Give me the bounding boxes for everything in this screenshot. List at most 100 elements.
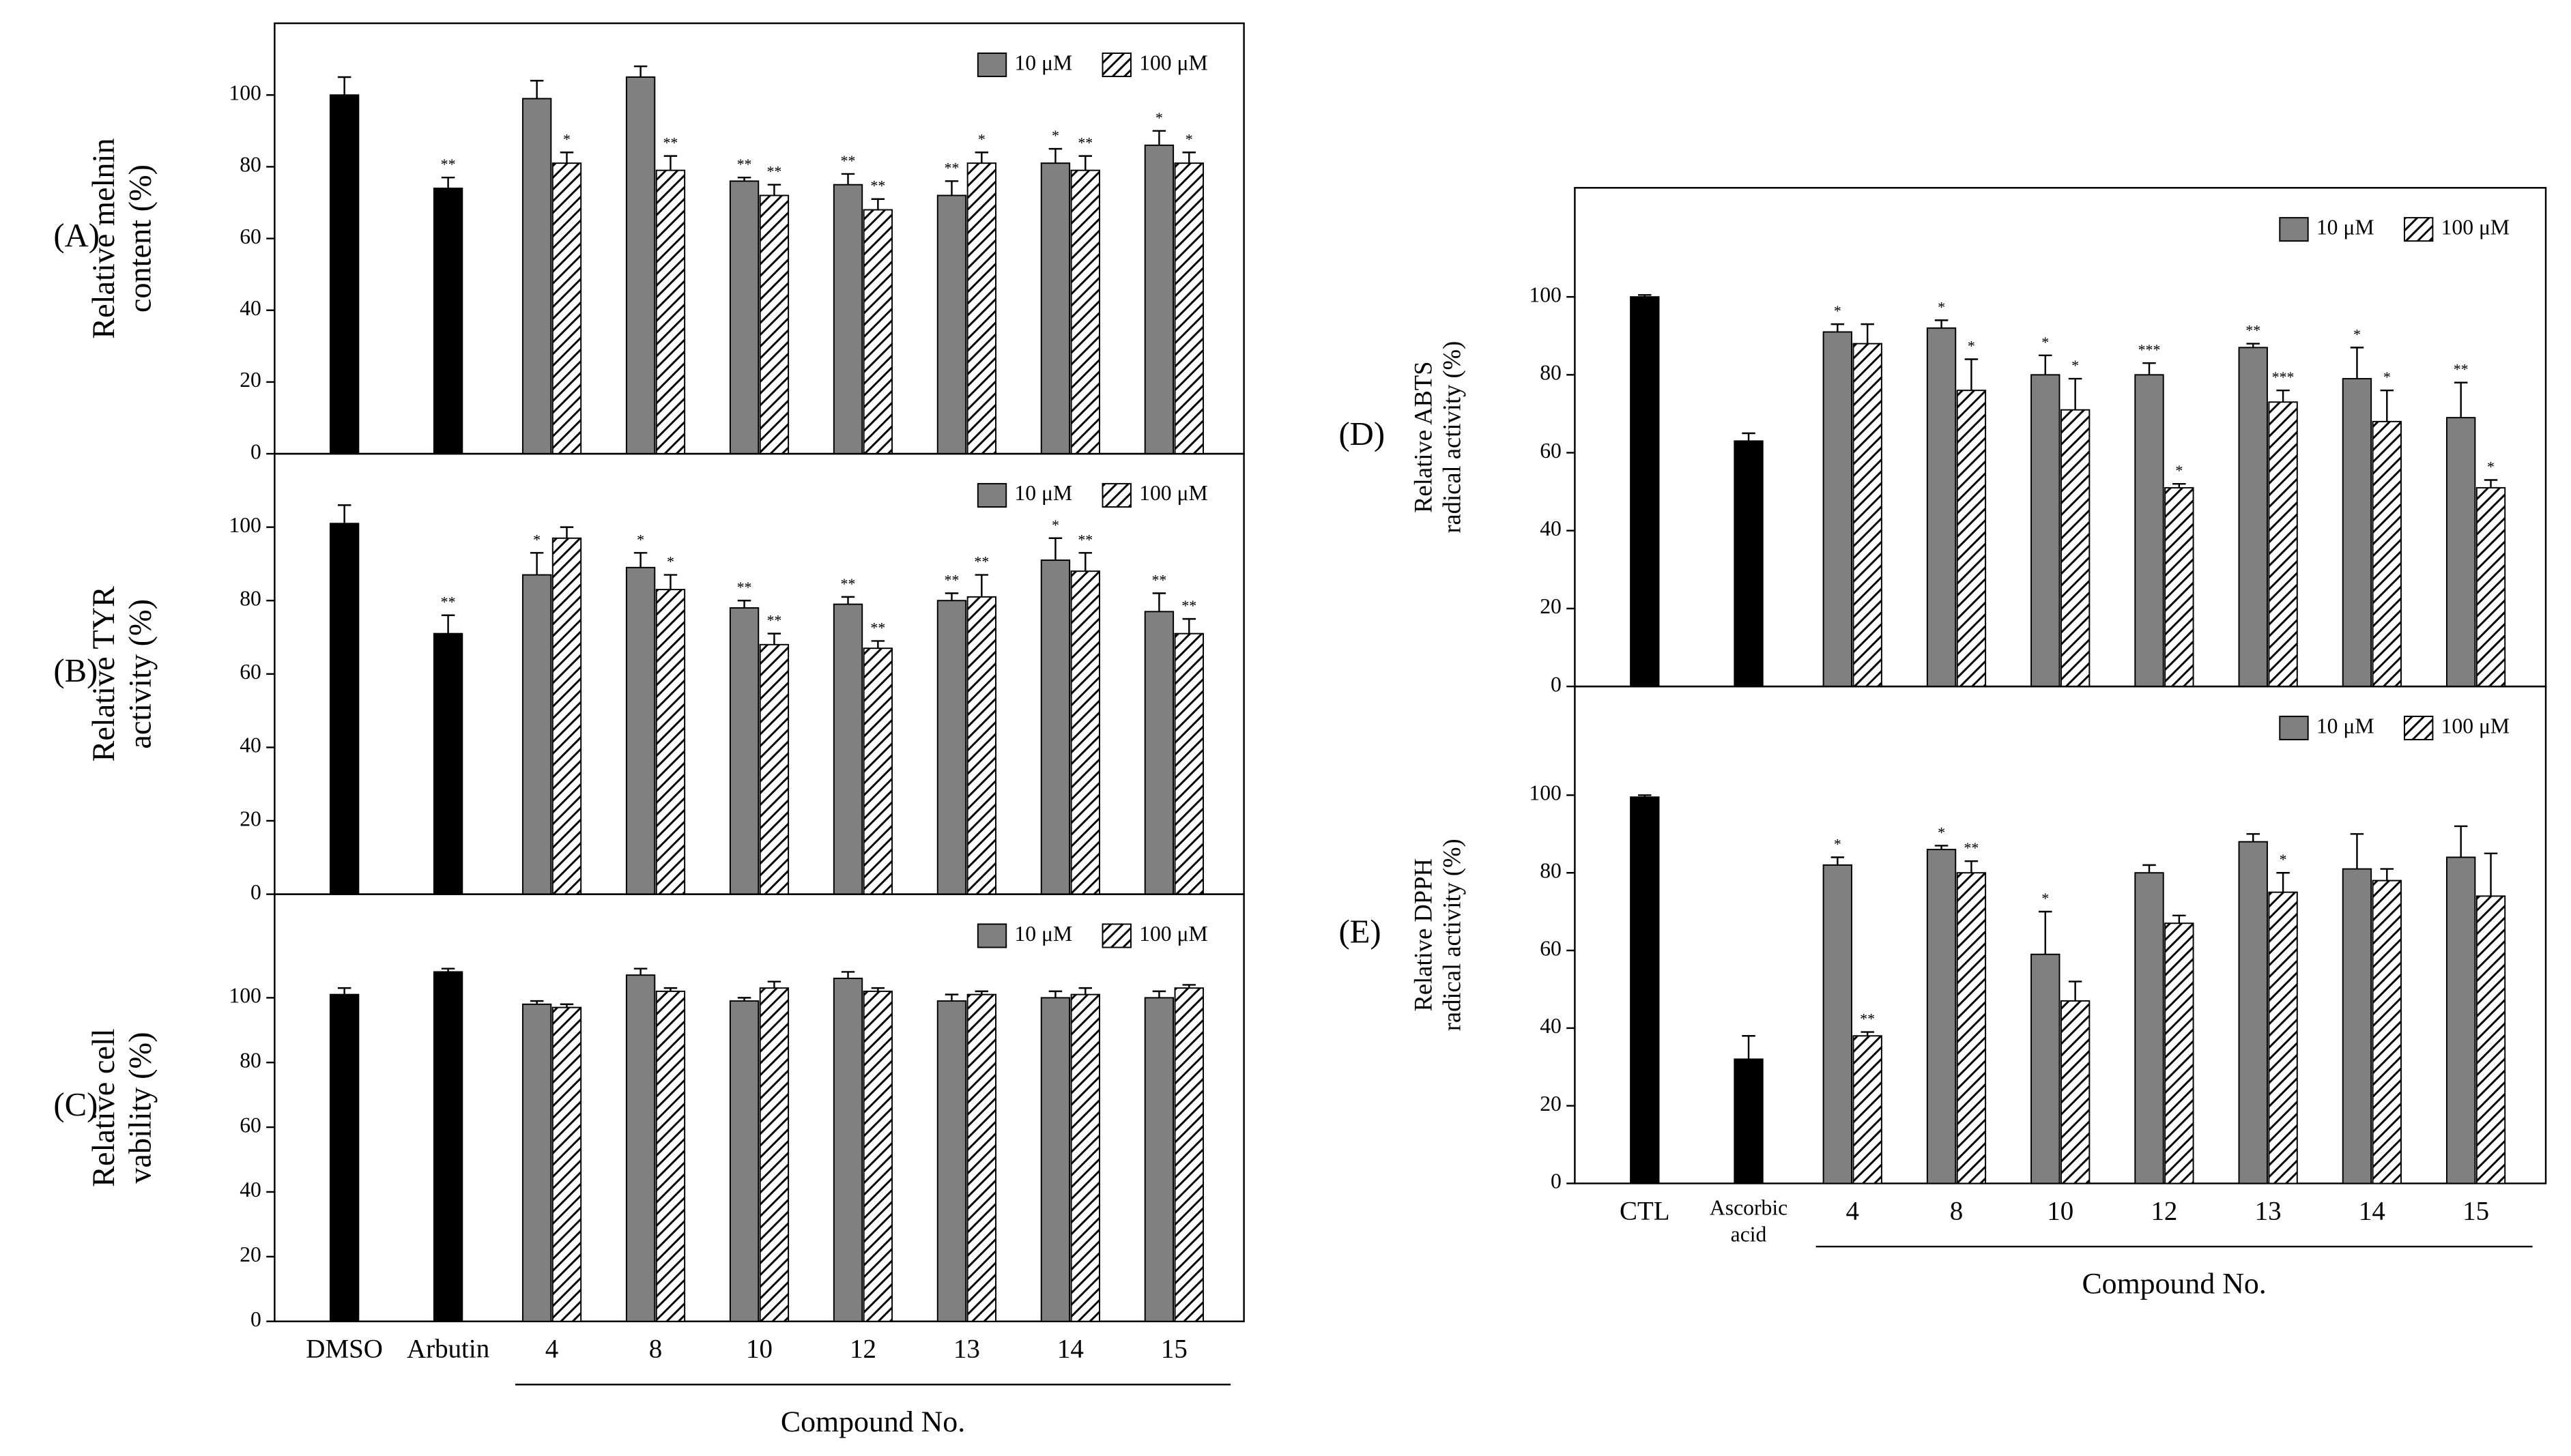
significance-label: * <box>1938 298 1945 315</box>
y-tick-label: 100 <box>229 984 261 1008</box>
significance-label: * <box>1938 824 1945 841</box>
bar <box>2475 486 2506 688</box>
bar <box>551 1006 582 1322</box>
plot-frame <box>274 893 1245 1322</box>
bar <box>329 993 360 1322</box>
significance-label: ** <box>737 156 752 173</box>
bar <box>729 607 760 895</box>
bar <box>433 632 463 895</box>
x-tick-label: 13 <box>953 1334 980 1363</box>
y-tick-label: 20 <box>1540 1092 1562 1116</box>
bar <box>2030 374 2060 688</box>
x-tick-label-line: acid <box>1731 1223 1767 1247</box>
bar <box>1734 1058 1764 1184</box>
bar <box>329 523 360 895</box>
bar <box>1040 162 1071 455</box>
significance-label: * <box>1155 109 1163 126</box>
panel-label: (D) <box>1338 416 1385 452</box>
bar <box>1956 390 1987 688</box>
significance-label: * <box>1834 302 1841 319</box>
significance-label: * <box>2071 357 2079 374</box>
significance-label: ** <box>737 579 752 596</box>
significance-label: * <box>2280 851 2287 868</box>
significance-label: ** <box>870 177 885 194</box>
significance-label: * <box>2175 462 2183 479</box>
significance-label: ** <box>2245 322 2260 339</box>
significance-label: ** <box>945 159 960 176</box>
significance-label: * <box>2353 325 2361 343</box>
bar <box>2342 868 2372 1184</box>
significance-label: * <box>667 553 674 570</box>
bar <box>1144 611 1175 895</box>
y-axis-label: Relative cell <box>87 1028 121 1187</box>
bar <box>2060 1000 2091 1184</box>
x-tick-label: 12 <box>850 1334 876 1363</box>
bar <box>329 94 360 455</box>
significance-label: * <box>2041 334 2049 351</box>
bar <box>1734 440 1764 688</box>
panel-label: (E) <box>1338 913 1381 950</box>
y-tick-label: 20 <box>240 368 261 392</box>
bar <box>1852 1035 1882 1184</box>
y-tick-label: 80 <box>240 1049 261 1073</box>
bar <box>2238 841 2268 1184</box>
x-tick-label: Ascorbic acid <box>1710 1196 1787 1247</box>
bar <box>863 647 893 895</box>
bar <box>1926 849 1957 1184</box>
y-tick-label: 60 <box>240 660 261 684</box>
significance-label: ** <box>841 152 856 169</box>
significance-label: ** <box>1151 571 1166 588</box>
y-tick-label: 40 <box>1540 516 1562 540</box>
significance-label: * <box>1052 516 1059 534</box>
bar <box>625 974 656 1322</box>
bar <box>759 643 790 895</box>
bar <box>2372 879 2402 1184</box>
bar <box>625 566 656 895</box>
panel-label: (A) <box>53 217 100 254</box>
bar <box>1070 993 1100 1322</box>
panel-label: (C) <box>53 1086 98 1123</box>
x-tick-label: 4 <box>545 1334 558 1363</box>
y-axis-label: radical activity (%) <box>1437 341 1465 534</box>
significance-label: ** <box>974 553 989 570</box>
legend-swatch <box>977 482 1007 508</box>
y-axis-label: activity (%) <box>123 599 158 749</box>
significance-label: * <box>1052 127 1059 144</box>
bar <box>1144 997 1175 1322</box>
y-axis-label: Relative ABTS <box>1409 362 1437 513</box>
y-tick-label: 80 <box>1540 859 1562 883</box>
bar <box>433 187 463 455</box>
significance-label: *** <box>2138 341 2161 358</box>
bar <box>521 98 552 455</box>
x-tick-label: 4 <box>1846 1196 1859 1225</box>
y-tick-label: 20 <box>240 806 261 830</box>
bar <box>1630 796 1660 1184</box>
legend-label: 100 μM <box>1139 922 1208 946</box>
legend-label: 10 μM <box>2316 714 2374 738</box>
y-tick-label: 100 <box>229 81 261 105</box>
legend-label: 100 μM <box>2441 215 2510 239</box>
x-tick-label: DMSO <box>306 1334 383 1363</box>
x-tick-label: 10 <box>746 1334 773 1363</box>
significance-label: ** <box>841 575 856 592</box>
significance-label: ** <box>1181 597 1196 614</box>
bar <box>521 1003 552 1322</box>
bar <box>2134 872 2164 1184</box>
x-tick-label: 13 <box>2255 1196 2282 1225</box>
significance-label: ** <box>870 619 885 636</box>
bar <box>936 1000 967 1322</box>
bar <box>966 993 997 1322</box>
y-axis-label: Relative TYR <box>87 586 121 762</box>
bar <box>625 76 656 455</box>
significance-label: * <box>1834 835 1841 852</box>
x-tick-label-line: Ascorbic <box>1710 1196 1787 1220</box>
legend-swatch <box>2404 217 2434 242</box>
bar <box>1852 343 1882 688</box>
bar <box>2164 922 2194 1184</box>
bar <box>655 169 686 455</box>
y-tick-label: 0 <box>250 880 261 904</box>
legend-label: 100 μM <box>2441 714 2510 738</box>
y-axis-label: Relative melnin <box>87 138 121 338</box>
bar <box>2268 891 2298 1184</box>
